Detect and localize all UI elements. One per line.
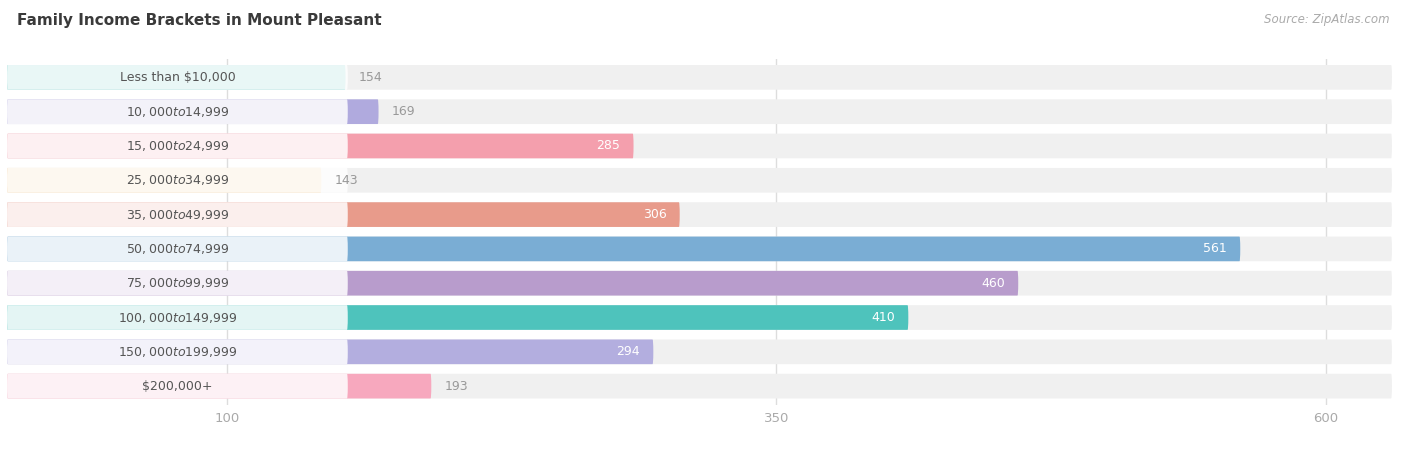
Text: 306: 306 xyxy=(643,208,666,221)
Text: 143: 143 xyxy=(335,174,359,187)
Text: $50,000 to $74,999: $50,000 to $74,999 xyxy=(125,242,229,256)
FancyBboxPatch shape xyxy=(7,134,347,158)
FancyBboxPatch shape xyxy=(7,134,634,158)
Text: $10,000 to $14,999: $10,000 to $14,999 xyxy=(125,105,229,119)
FancyBboxPatch shape xyxy=(7,374,1392,399)
Text: Less than $10,000: Less than $10,000 xyxy=(120,71,235,84)
FancyBboxPatch shape xyxy=(7,374,432,399)
FancyBboxPatch shape xyxy=(7,374,347,399)
FancyBboxPatch shape xyxy=(7,134,1392,158)
FancyBboxPatch shape xyxy=(7,202,347,227)
FancyBboxPatch shape xyxy=(7,168,1392,193)
FancyBboxPatch shape xyxy=(7,271,1392,296)
FancyBboxPatch shape xyxy=(7,65,346,90)
Text: 169: 169 xyxy=(392,105,415,118)
FancyBboxPatch shape xyxy=(7,305,347,330)
Text: 410: 410 xyxy=(872,311,896,324)
Text: Family Income Brackets in Mount Pleasant: Family Income Brackets in Mount Pleasant xyxy=(17,14,381,28)
Text: 460: 460 xyxy=(981,277,1005,290)
FancyBboxPatch shape xyxy=(7,271,347,296)
Text: $35,000 to $49,999: $35,000 to $49,999 xyxy=(125,207,229,221)
FancyBboxPatch shape xyxy=(7,305,908,330)
Text: 561: 561 xyxy=(1204,243,1227,256)
Text: $200,000+: $200,000+ xyxy=(142,380,212,393)
Text: $150,000 to $199,999: $150,000 to $199,999 xyxy=(118,345,238,359)
Text: 294: 294 xyxy=(616,345,640,358)
FancyBboxPatch shape xyxy=(7,99,378,124)
FancyBboxPatch shape xyxy=(7,168,347,193)
Text: Source: ZipAtlas.com: Source: ZipAtlas.com xyxy=(1264,14,1389,27)
FancyBboxPatch shape xyxy=(7,202,1392,227)
Text: 154: 154 xyxy=(359,71,382,84)
FancyBboxPatch shape xyxy=(7,305,1392,330)
FancyBboxPatch shape xyxy=(7,65,347,90)
FancyBboxPatch shape xyxy=(7,168,322,193)
Text: 193: 193 xyxy=(444,380,468,393)
FancyBboxPatch shape xyxy=(7,202,679,227)
Text: 285: 285 xyxy=(596,140,620,153)
Text: $100,000 to $149,999: $100,000 to $149,999 xyxy=(118,310,238,324)
FancyBboxPatch shape xyxy=(7,271,1018,296)
FancyBboxPatch shape xyxy=(7,237,1392,261)
FancyBboxPatch shape xyxy=(7,339,654,364)
Text: $75,000 to $99,999: $75,000 to $99,999 xyxy=(125,276,229,290)
Text: $15,000 to $24,999: $15,000 to $24,999 xyxy=(125,139,229,153)
Text: $25,000 to $34,999: $25,000 to $34,999 xyxy=(125,173,229,187)
FancyBboxPatch shape xyxy=(7,237,1240,261)
FancyBboxPatch shape xyxy=(7,339,347,364)
FancyBboxPatch shape xyxy=(7,99,1392,124)
FancyBboxPatch shape xyxy=(7,99,347,124)
FancyBboxPatch shape xyxy=(7,237,347,261)
FancyBboxPatch shape xyxy=(7,65,1392,90)
FancyBboxPatch shape xyxy=(7,339,1392,364)
